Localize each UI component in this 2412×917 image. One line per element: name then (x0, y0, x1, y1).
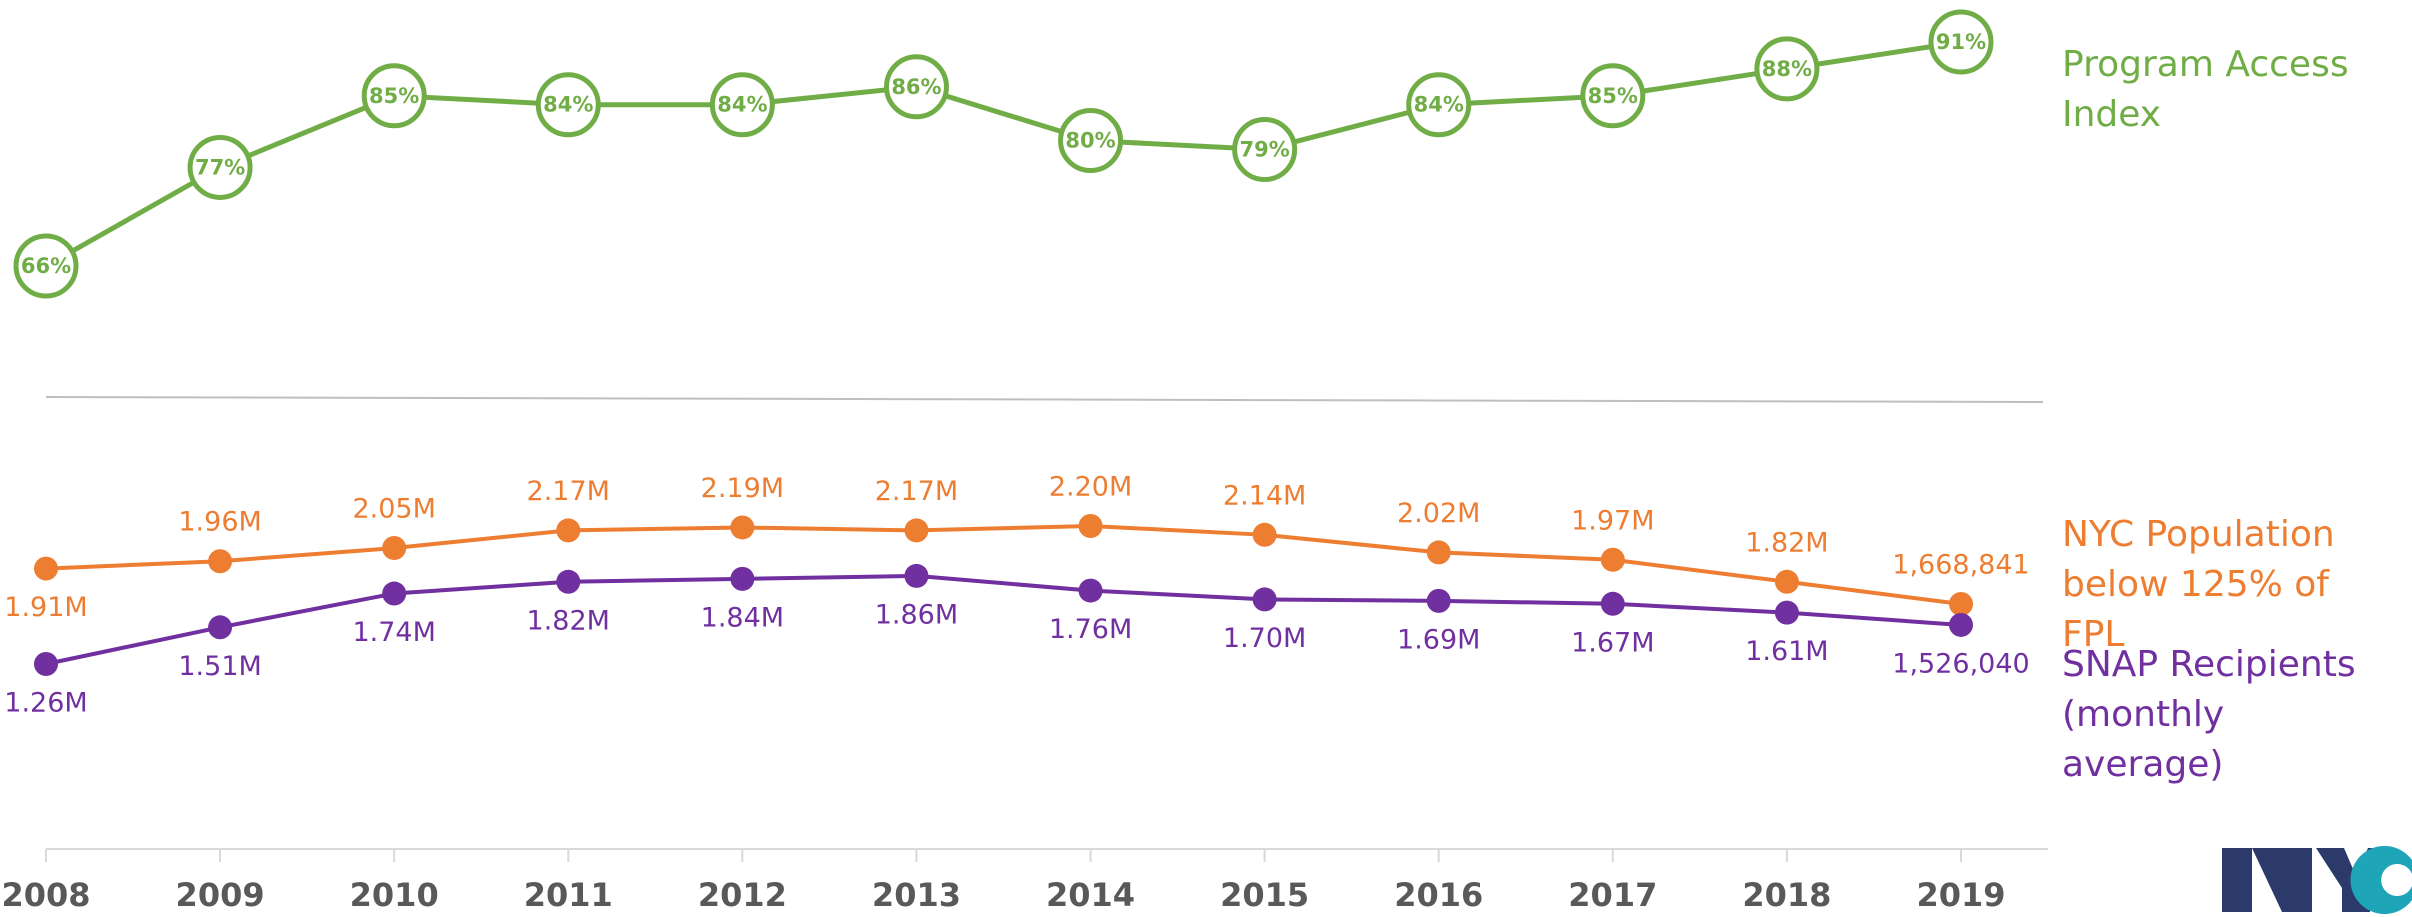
data-point (1754, 36, 1820, 102)
series-line (45, 523, 1962, 606)
x-tick-label: 2016 (1394, 876, 1483, 914)
data-point (883, 54, 949, 120)
data-point (709, 72, 775, 138)
data-point (34, 556, 58, 581)
data-point (208, 615, 233, 640)
data-point (730, 515, 755, 540)
x-tick-label: 2012 (698, 876, 787, 914)
data-point (382, 581, 407, 606)
value-label: 2.02M (1397, 498, 1480, 529)
data-point (1252, 587, 1277, 612)
x-tick-label: 2011 (524, 876, 613, 914)
data-point (1949, 591, 1973, 616)
value-label: 1.82M (1745, 527, 1828, 558)
value-label: 1.84M (701, 602, 784, 633)
value-label: 1.82M (527, 605, 610, 636)
value-label: 1.96M (178, 507, 261, 538)
value-label: 2.05M (352, 494, 435, 525)
data-point (1774, 569, 1799, 594)
data-point (1232, 117, 1298, 183)
value-label: 2.14M (1223, 480, 1306, 511)
data-point (1949, 612, 1973, 637)
data-point (556, 569, 581, 594)
legend-entry: NYC Population below 125% of FPL (2062, 514, 2335, 655)
data-point (1928, 9, 1994, 75)
x-tick-label: 2010 (350, 876, 439, 914)
value-label: 1.97M (1571, 505, 1654, 536)
data-point (34, 652, 58, 676)
value-label: 85% (369, 84, 419, 108)
x-tick-label: 2014 (1046, 876, 1135, 914)
value-label: 1.67M (1571, 627, 1654, 658)
value-label: 91% (1936, 30, 1986, 54)
value-label: 1.61M (1745, 636, 1828, 667)
series-line (45, 573, 1962, 666)
value-label: 79% (1240, 138, 1290, 162)
data-point (1252, 522, 1277, 547)
value-label: 1,668,841 (1892, 549, 2029, 580)
nyc-logo (2222, 846, 2412, 915)
series-line (44, 39, 1962, 269)
x-tick-label: 2017 (1568, 876, 1657, 914)
data-point (1600, 547, 1625, 572)
value-label: 84% (1414, 93, 1464, 117)
value-label: 2.17M (875, 476, 958, 507)
data-point (1600, 591, 1625, 616)
x-tick-label: 2015 (1220, 876, 1309, 914)
data-point (1426, 540, 1451, 565)
value-label: 66% (21, 254, 71, 278)
data-point (1426, 588, 1451, 613)
data-point (208, 549, 233, 574)
value-label: 2.19M (701, 473, 784, 504)
data-point (556, 518, 581, 543)
data-point (187, 134, 253, 200)
data-point (904, 563, 929, 588)
data-point (361, 63, 427, 129)
value-label: 2.17M (527, 476, 610, 507)
data-point (904, 518, 929, 543)
panel-separator (45, 396, 2044, 403)
data-point (730, 566, 755, 591)
value-label: 84% (717, 93, 767, 117)
value-label: 1.91M (4, 592, 87, 623)
data-point (1406, 72, 1472, 138)
value-label: 80% (1065, 129, 1115, 153)
value-label: 2.20M (1049, 472, 1132, 503)
value-label: 84% (543, 93, 593, 117)
x-tick-label: 2009 (176, 876, 265, 914)
x-tick-label: 2013 (872, 876, 961, 914)
value-label: 1,526,040 (1892, 648, 2029, 679)
x-tick-label: 2019 (1916, 876, 2005, 914)
value-label: 77% (195, 155, 245, 179)
value-label: 1.70M (1223, 623, 1306, 654)
data-point (1078, 578, 1103, 603)
data-point (13, 233, 79, 299)
data-point (1580, 63, 1646, 129)
value-label: 1.26M (4, 688, 87, 719)
value-label: 1.76M (1049, 614, 1132, 645)
value-label: 1.69M (1397, 624, 1480, 655)
x-tick-label: 2008 (1, 876, 90, 914)
data-point (1078, 514, 1103, 538)
value-label: 88% (1762, 57, 1812, 81)
x-tick-label: 2018 (1742, 876, 1831, 914)
data-point (535, 72, 601, 138)
value-label: 85% (1588, 84, 1638, 108)
value-label: 1.51M (178, 651, 261, 682)
legend-entry: Program Access Index (2062, 44, 2349, 135)
value-label: 86% (891, 75, 941, 99)
data-point (1774, 600, 1799, 625)
value-label: 1.74M (352, 617, 435, 648)
legend-entry: SNAP Recipients (monthly average) (2062, 644, 2356, 785)
data-point (382, 536, 407, 561)
data-point (1058, 108, 1124, 174)
value-label: 1.86M (875, 599, 958, 630)
